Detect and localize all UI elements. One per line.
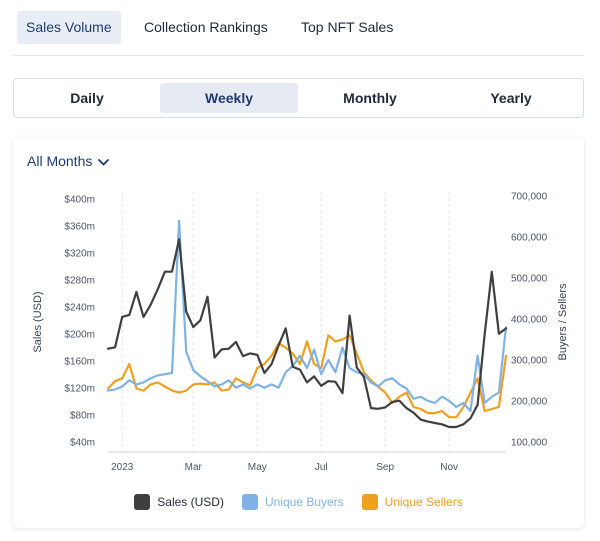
y-tick-label: $160m: [64, 356, 95, 367]
tab-collection-rankings[interactable]: Collection Rankings: [144, 19, 268, 35]
legend-swatch-sales: [134, 494, 151, 510]
legend-item-sellers[interactable]: Unique Sellers: [361, 494, 463, 510]
y-tick-label: $200m: [64, 329, 95, 340]
x-tick-label: 2023: [111, 462, 134, 473]
y2-tick-label: 100,000: [511, 437, 548, 448]
period-yearly-button[interactable]: Yearly: [490, 90, 532, 106]
period-daily-button[interactable]: Daily: [70, 90, 104, 106]
top-tab-bar: Sales Volume Collection Rankings Top NFT…: [13, 11, 584, 56]
legend-label-sales: Sales (USD): [157, 495, 224, 509]
legend-label-buyers: Unique Buyers: [264, 495, 344, 509]
period-monthly-button[interactable]: Monthly: [343, 90, 397, 106]
legend-swatch-buyers: [241, 494, 258, 510]
legend-item-buyers[interactable]: Unique Buyers: [241, 494, 344, 510]
x-tick-label: Sep: [376, 462, 394, 473]
legend-item-sales[interactable]: Sales (USD): [134, 494, 224, 510]
y-tick-label: $400m: [64, 194, 95, 205]
y2-tick-label: 300,000: [511, 355, 548, 366]
chart-grid: [121, 192, 450, 452]
legend-label-sellers: Unique Sellers: [384, 495, 463, 509]
y-axis-label: Sales (USD): [32, 291, 44, 352]
chart-legend: Sales (USD) Unique Buyers Unique Sellers: [13, 494, 584, 510]
y2-tick-label: 500,000: [511, 273, 548, 284]
series-line-sales: [106, 238, 508, 429]
chart-series: [106, 219, 508, 429]
chart-card: All Months $40m $80m $120m $160m $200m $240m $…: [13, 137, 584, 528]
x-tick-label: May: [248, 462, 267, 473]
y2-axis-label: Buyers / Sellers: [557, 283, 569, 361]
y2-tick-label: 400,000: [511, 314, 548, 325]
period-weekly-button[interactable]: Weekly: [160, 83, 298, 113]
series-line-buyers: [106, 219, 508, 413]
months-dropdown-label: All Months: [27, 153, 93, 169]
y-tick-label: $80m: [70, 410, 95, 421]
y2-tick-label: 700,000: [511, 192, 548, 203]
x-tick-label: Nov: [440, 462, 458, 473]
y-tick-label: $320m: [64, 248, 95, 259]
y2-tick-label: 600,000: [511, 233, 548, 244]
legend-swatch-sellers: [361, 494, 378, 510]
series-line-sellers: [106, 334, 508, 419]
tab-top-nft-sales[interactable]: Top NFT Sales: [301, 19, 394, 35]
y-axis-right: 100,000 200,000 300,000 400,000 500,000 600,0…: [511, 192, 548, 449]
tab-sales-volume[interactable]: Sales Volume: [17, 11, 121, 44]
y-tick-label: $120m: [64, 383, 95, 394]
x-tick-label: Jul: [315, 462, 328, 473]
y-tick-label: $40m: [70, 437, 95, 448]
y-tick-label: $240m: [64, 302, 95, 313]
x-axis: 2023 Mar May Jul Sep Nov: [108, 451, 506, 473]
y-tick-label: $360m: [64, 221, 95, 232]
y-tick-label: $280m: [64, 275, 95, 286]
x-tick-label: Mar: [185, 462, 203, 473]
y-axis-left: $40m $80m $120m $160m $200m $240m $280m $320m $3…: [64, 194, 95, 448]
y2-tick-label: 200,000: [511, 396, 548, 407]
chevron-down-icon: [98, 153, 110, 169]
period-selector: Daily Weekly Monthly Yearly: [13, 78, 584, 118]
months-dropdown[interactable]: All Months: [27, 153, 110, 169]
sales-volume-chart: $40m $80m $120m $160m $200m $240m $280m $320m $3…: [32, 192, 569, 473]
